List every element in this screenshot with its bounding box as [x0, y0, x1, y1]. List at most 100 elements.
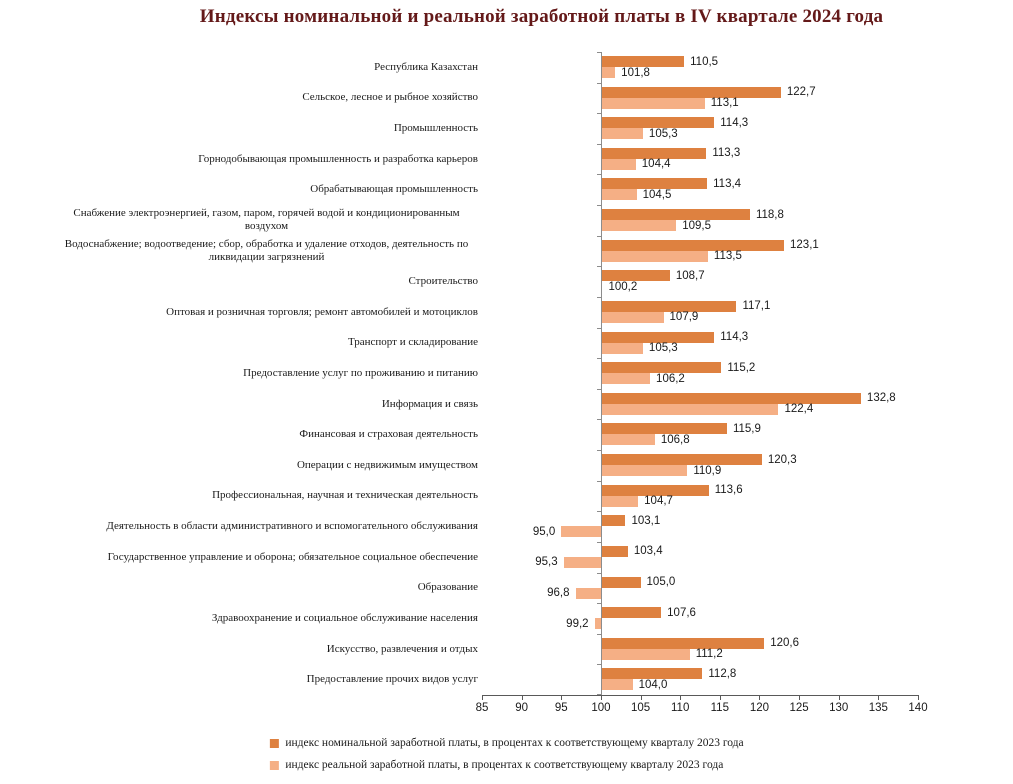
bar-real — [600, 220, 677, 232]
bar-nominal — [600, 576, 641, 588]
x-axis-tick-label: 110 — [671, 702, 690, 714]
category-label: Предоставление прочих видов услуг — [306, 673, 478, 686]
bar-nominal — [600, 607, 662, 619]
category-axis-tick — [596, 205, 601, 207]
value-label: 120,3 — [767, 453, 797, 466]
bar-nominal — [600, 147, 707, 159]
value-label: 115,2 — [727, 361, 756, 374]
x-axis-tick — [799, 695, 801, 700]
x-axis-tick-label: 140 — [908, 702, 928, 714]
x-axis-tick — [521, 695, 523, 700]
x-axis-tick-label: 115 — [710, 702, 729, 714]
category-row: Операции с недвижимым имуществом — [55, 450, 478, 481]
chart-title: Индексы номинальной и реальной заработно… — [199, 6, 884, 27]
legend-label-nominal: индекс номинальной заработной платы, в п… — [285, 737, 744, 749]
x-axis-line — [482, 695, 918, 696]
bar-real — [563, 556, 601, 568]
value-label: 106,2 — [656, 372, 685, 385]
bar-real — [600, 403, 779, 415]
value-label: 101,8 — [621, 66, 650, 79]
category-axis-tick — [596, 541, 601, 543]
bar-real — [600, 311, 664, 323]
category-label: Предоставление услуг по проживанию и пит… — [243, 366, 478, 379]
bar-nominal — [600, 86, 781, 98]
category-row: Финансовая и страховая деятельность — [55, 419, 478, 450]
category-axis-tick — [596, 419, 601, 421]
category-label: Финансовая и страховая деятельность — [299, 428, 478, 441]
bar-real — [600, 434, 655, 446]
category-label: Транспорт и складирование — [347, 336, 478, 349]
category-row: Строительство — [55, 266, 478, 297]
value-label: 108,7 — [675, 269, 705, 282]
value-label: 95,3 — [535, 556, 558, 569]
category-axis-tick — [596, 664, 601, 666]
value-label: 95,0 — [532, 525, 556, 538]
bar-real — [600, 97, 705, 109]
bar-real — [575, 587, 601, 599]
x-axis-tick-label: 100 — [591, 702, 611, 714]
value-label: 109,5 — [682, 219, 711, 232]
category-axis-tick — [596, 603, 601, 605]
value-label: 113,5 — [713, 250, 742, 263]
value-label: 113,4 — [713, 177, 742, 190]
bar-nominal — [600, 239, 785, 251]
bar-real — [561, 526, 601, 538]
category-axis-tick — [596, 82, 601, 84]
value-label: 104,0 — [638, 678, 668, 691]
bar-nominal — [600, 484, 709, 496]
value-label: 110,9 — [693, 464, 722, 477]
bar-real — [600, 189, 637, 201]
x-axis-tick — [482, 695, 483, 700]
category-axis-tick — [596, 296, 601, 298]
x-axis-tick — [918, 695, 919, 700]
x-axis-tick — [759, 695, 761, 700]
legend-label-real: индекс реальной заработной платы, в проц… — [285, 759, 724, 771]
value-label: 120,6 — [770, 637, 799, 650]
bar-nominal — [600, 178, 708, 190]
category-label: Операции с недвижимым имуществом — [296, 458, 478, 471]
category-axis-line — [600, 52, 602, 695]
category-label: Информация и связь — [381, 397, 478, 410]
x-axis-tick-label: 135 — [868, 702, 888, 714]
x-axis-tick-label: 90 — [515, 702, 529, 714]
x-axis-tick — [561, 695, 563, 700]
category-label: Сельское, лесное и рыбное хозяйство — [302, 91, 478, 104]
bar-nominal — [600, 300, 737, 312]
category-label: Здравоохранение и социальное обслуживани… — [211, 611, 478, 624]
value-label: 107,6 — [667, 606, 696, 619]
value-label: 107,9 — [669, 311, 699, 324]
value-label: 117,1 — [742, 300, 771, 313]
value-label: 112,8 — [708, 667, 737, 680]
category-row: Образование — [55, 573, 478, 604]
value-label: 100,2 — [608, 280, 638, 293]
category-label: Горнодобывающая промышленность и разрабо… — [198, 152, 478, 165]
bar-nominal — [600, 668, 703, 680]
x-axis-tick-label: 85 — [475, 702, 489, 714]
value-label: 99,2 — [566, 617, 589, 630]
category-label: Снабжение электроэнергией, газом, паром,… — [73, 207, 460, 233]
category-row: Республика Казахстан — [55, 52, 478, 83]
bar-real — [600, 648, 690, 660]
bar-nominal — [600, 209, 750, 221]
bar-real — [600, 373, 651, 385]
bar-nominal — [600, 515, 626, 527]
x-axis-tick-label: 120 — [749, 702, 770, 714]
category-axis-tick — [596, 450, 601, 452]
x-axis-tick-label: 95 — [554, 702, 568, 714]
bar-real — [594, 618, 601, 630]
category-axis-tick — [596, 511, 601, 513]
category-row: Снабжение электроэнергией, газом, паром,… — [55, 205, 478, 236]
bar-real — [600, 342, 643, 354]
bar-nominal — [600, 331, 715, 343]
legend-item-nominal: индекс номинальной заработной платы, в п… — [269, 737, 744, 749]
x-axis-tick — [600, 695, 602, 700]
category-axis-tick — [596, 572, 601, 574]
bar-nominal — [600, 56, 685, 67]
category-label: Искусство, развлечения и отдых — [326, 642, 478, 655]
category-row: Сельское, лесное и рыбное хозяйство — [55, 83, 478, 114]
bar-nominal — [600, 454, 762, 466]
category-label: Деятельность в области административного… — [106, 520, 478, 533]
x-axis-tick — [878, 695, 880, 700]
x-axis-tick — [838, 695, 840, 700]
category-axis-tick — [596, 266, 601, 268]
